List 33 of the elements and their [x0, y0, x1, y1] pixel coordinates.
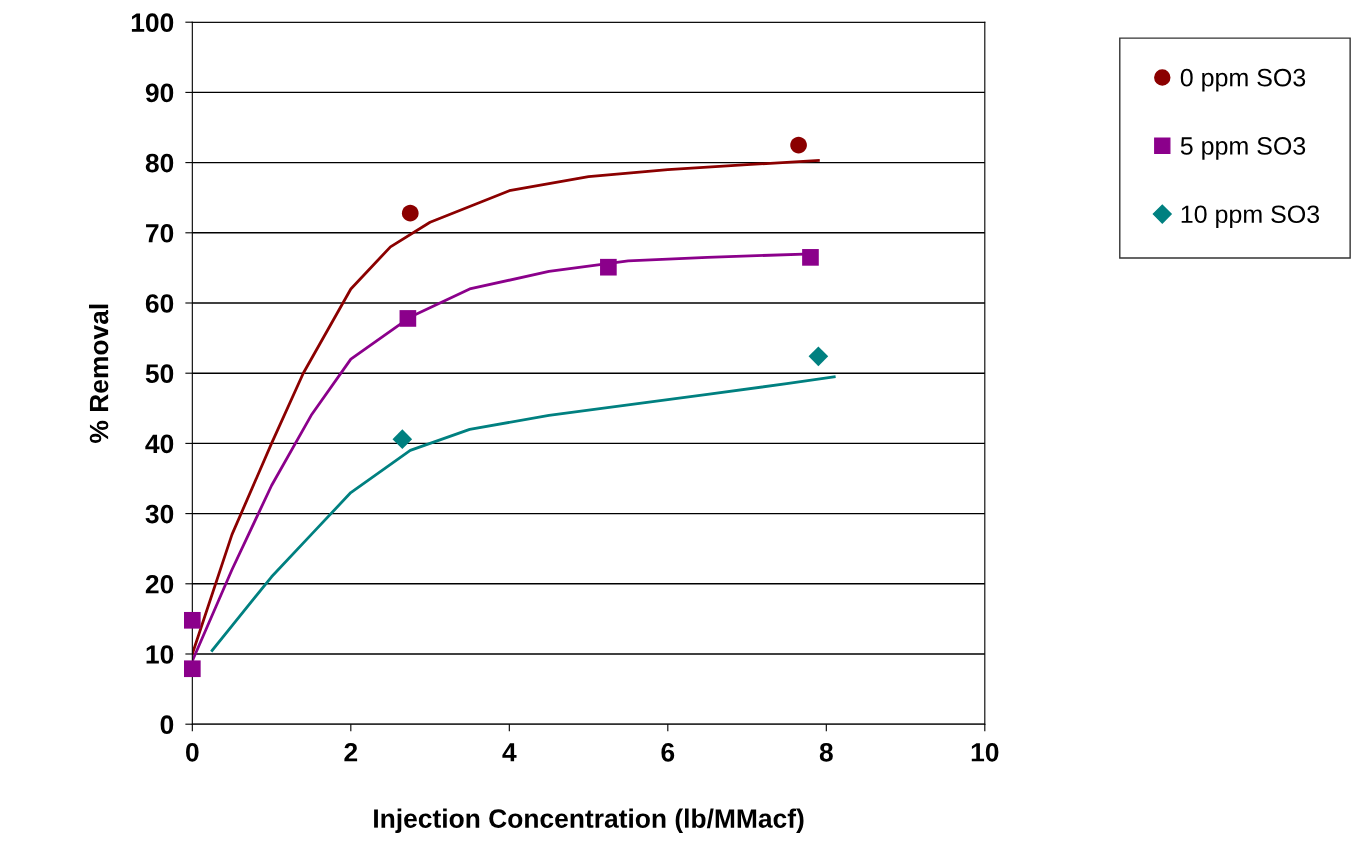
- point: [399, 310, 417, 327]
- line-series: [192, 159, 820, 656]
- point: [401, 204, 419, 222]
- y-tick-label: 40: [145, 434, 174, 454]
- x-tick-label: 4: [502, 743, 517, 762]
- line-series: [210, 375, 836, 652]
- x-tick-label: 0: [186, 742, 199, 762]
- y-tick-label: 80: [145, 153, 174, 173]
- x-tick-label: 8: [819, 742, 833, 762]
- point: [790, 136, 807, 154]
- point: [808, 346, 829, 367]
- x-tick-label: 10: [971, 742, 999, 762]
- y-tick-label: 70: [146, 223, 174, 243]
- x-tick-label: 6: [661, 742, 675, 762]
- point: [392, 429, 413, 450]
- y-tick-label: 60: [145, 294, 174, 313]
- legend-label: 0 ppm SO3: [1180, 68, 1306, 92]
- y-tick-label: 10: [146, 645, 174, 664]
- y-tick-label: 20: [145, 574, 174, 594]
- x-axis-title: Injection Concentration (lb/MMacf): [374, 808, 804, 834]
- legend-label: 5 ppm SO3: [1180, 137, 1306, 160]
- point: [600, 258, 617, 276]
- legend-label: 10 ppm SO3: [1181, 205, 1320, 229]
- y-tick-label: 100: [131, 13, 174, 33]
- point: [183, 660, 201, 678]
- y-tick-label: 30: [145, 504, 174, 524]
- y-tick-label: 90: [145, 83, 174, 103]
- point: [802, 249, 819, 266]
- y-tick-label: 50: [145, 364, 174, 384]
- y-axis-title: % Removal: [88, 304, 109, 443]
- point: [183, 611, 201, 629]
- x-tick-label: 2: [344, 742, 358, 762]
- y-tick-label: 0: [160, 715, 174, 735]
